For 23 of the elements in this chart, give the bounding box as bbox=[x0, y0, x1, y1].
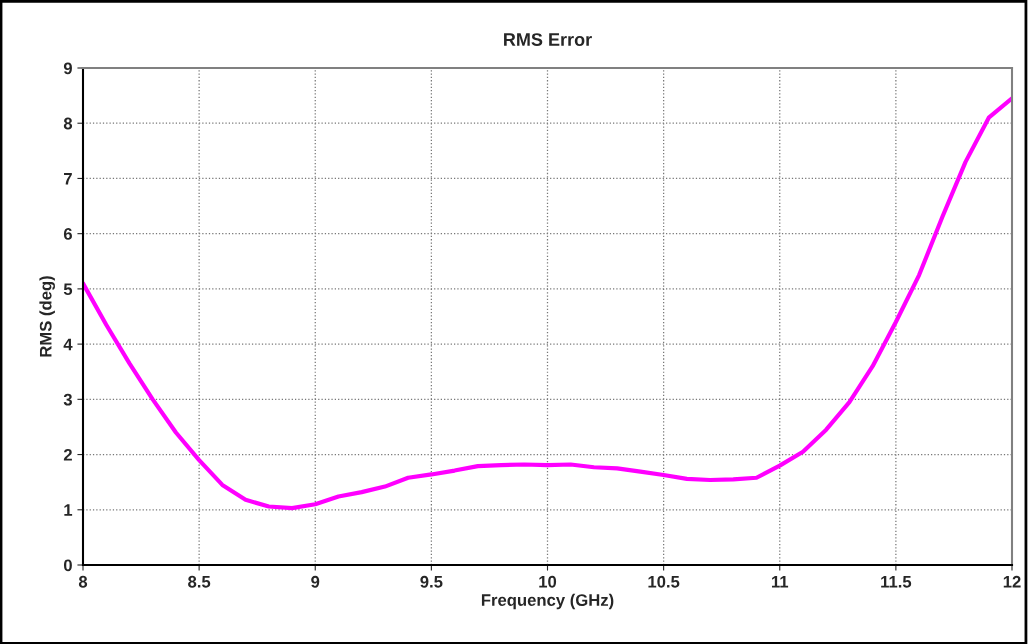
x-axis-title: Frequency (GHz) bbox=[481, 593, 614, 610]
y-tick-label: 8 bbox=[63, 117, 73, 130]
x-tick-label: 9 bbox=[311, 575, 320, 588]
x-tick-label: 11.5 bbox=[881, 576, 912, 588]
y-axis-title: RMS (deg) bbox=[39, 276, 55, 357]
y-tick-label: 4 bbox=[63, 338, 73, 351]
x-tick-label: 10 bbox=[539, 575, 557, 588]
y-tick-label: 9 bbox=[63, 62, 72, 75]
x-tick-label: 8 bbox=[78, 575, 88, 588]
y-tick-label: 3 bbox=[63, 393, 72, 406]
y-tick-label: 6 bbox=[63, 228, 72, 240]
chart-title: RMS Error bbox=[504, 33, 592, 46]
y-tick-label: 5 bbox=[63, 283, 73, 296]
x-tick-label: 12 bbox=[1003, 575, 1021, 588]
y-tick-label: 2 bbox=[63, 448, 72, 461]
x-tick-label: 10.5 bbox=[648, 575, 680, 588]
y-tick-label: 1 bbox=[64, 504, 73, 516]
x-tick-label: 9.5 bbox=[420, 575, 443, 588]
x-tick-label: 8.5 bbox=[188, 575, 211, 588]
y-tick-label: 7 bbox=[64, 173, 72, 185]
y-tick-label: 0 bbox=[63, 559, 72, 572]
x-tick-label: 11 bbox=[771, 576, 789, 588]
line-series bbox=[83, 96, 1012, 511]
